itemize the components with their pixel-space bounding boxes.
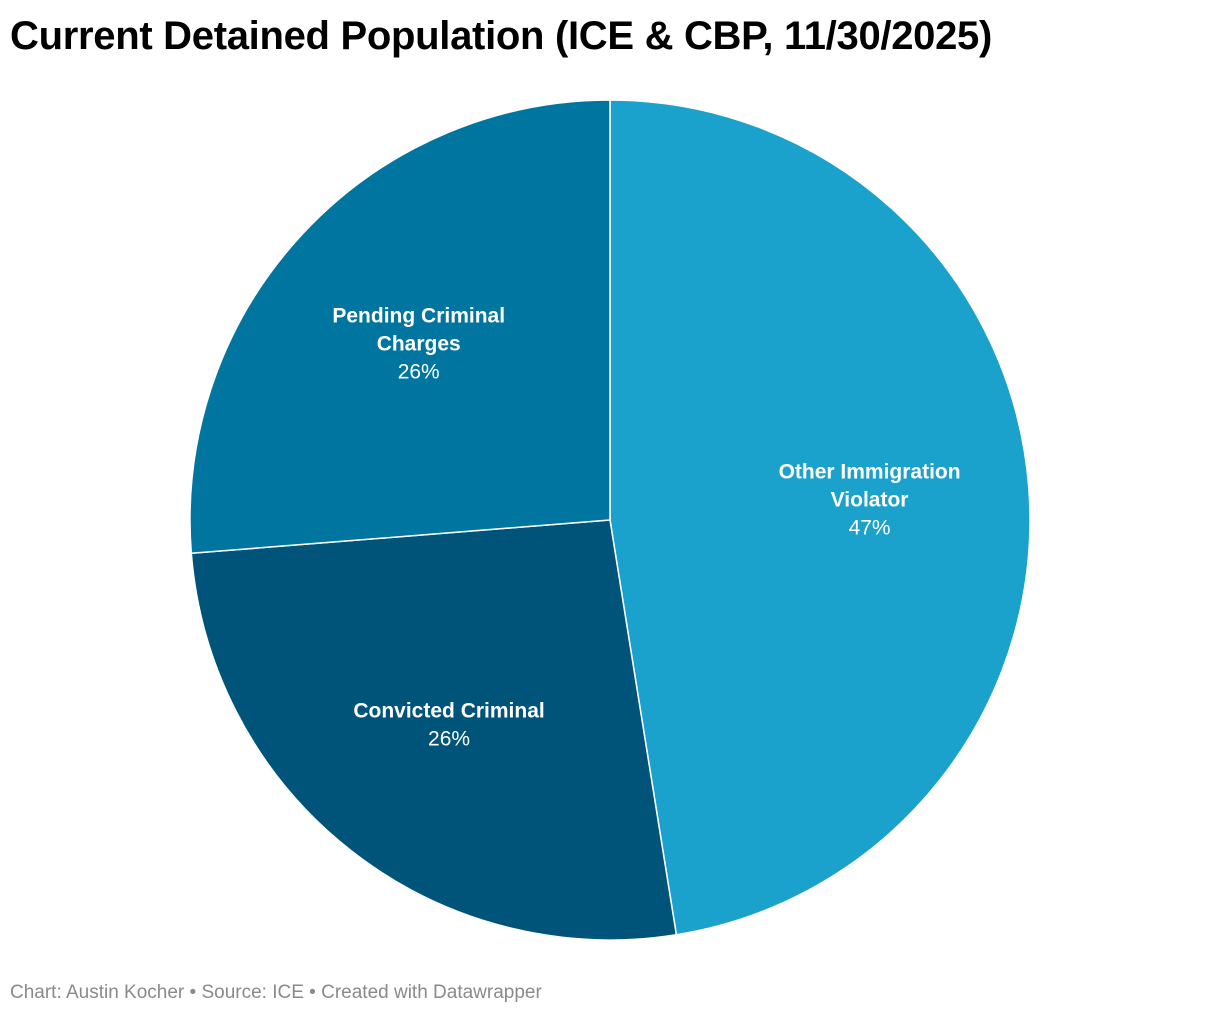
pie-slice-pending-criminal-charges [189,99,611,555]
slice-label-pending-criminal-charges: Pending Criminal Charges 26% [332,304,505,383]
slice-label-text: Charges [377,332,461,355]
slice-label-text: Other Immigration [779,460,961,483]
slice-label-other-immigration-violator: Other Immigration Violator 47% [779,460,961,539]
chart-footer: Chart: Austin Kocher • Source: ICE • Cre… [10,982,542,1003]
pie-slice-convicted-criminal [190,519,678,941]
slice-label-convicted-criminal: Convicted Criminal 26% [353,700,544,751]
slice-label-text: Violator [831,488,909,511]
chart-title: Current Detained Population (ICE & CBP, … [10,14,993,58]
slice-value-label: 47% [849,516,891,539]
pie-slice-other-immigration-violator [609,99,1031,936]
pie-chart: Other Immigration Violator 47% Convicted Cr… [189,99,1031,941]
slice-value-label: 26% [398,360,440,383]
slice-label-text: Convicted Criminal [353,700,544,723]
slice-value-label: 26% [428,728,470,751]
pie-chart-area: Other Immigration Violator 47% Convicted Cr… [0,80,1220,960]
slice-label-text: Pending Criminal [332,304,505,327]
